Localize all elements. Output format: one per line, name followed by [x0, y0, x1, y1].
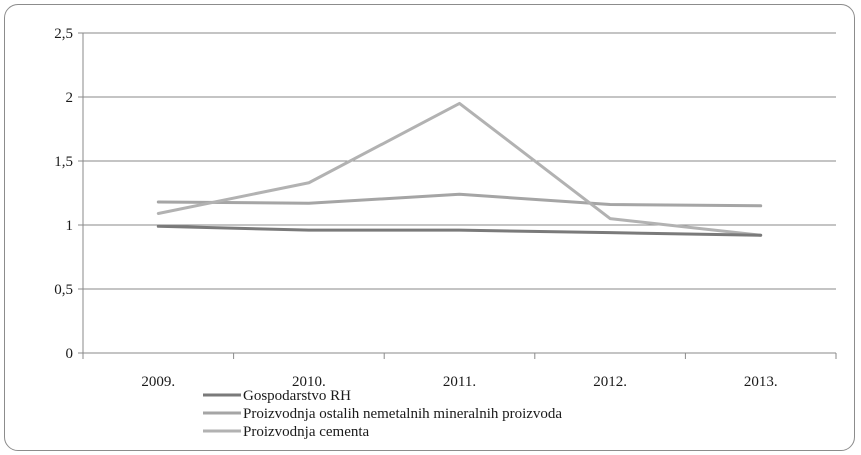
legend-label: Gospodarstvo RH [243, 388, 351, 404]
y-tick-label: 2 [66, 90, 74, 106]
series-line-2 [156, 101, 763, 237]
x-tick-label: 2009. [141, 374, 175, 390]
series-line-1 [156, 192, 763, 208]
x-tick-label: 2013. [744, 374, 778, 390]
series-line-0 [156, 224, 763, 237]
x-tick-label: 2010. [292, 374, 326, 390]
y-tick-label: 0 [66, 346, 74, 362]
series-lines [156, 101, 763, 237]
y-tick-label: 1 [66, 218, 74, 234]
x-tick-labels: 2009. 2010. 2011. 2012. 2013. [141, 374, 777, 390]
legend: Gospodarstvo RH Proizvodnja ostalih nemet… [203, 388, 562, 440]
axes [78, 32, 837, 359]
x-tick-label: 2011. [443, 374, 476, 390]
legend-label: Proizvodnja ostalih nemetalnih mineralni… [243, 406, 562, 422]
y-tick-label: 1,5 [54, 154, 73, 170]
legend-label: Proizvodnja cementa [243, 424, 370, 440]
y-tick-labels: 0 0,5 1 1,5 2 2,5 [54, 26, 73, 362]
chart-frame [4, 4, 855, 451]
gridlines [83, 32, 836, 290]
y-tick-label: 2,5 [54, 26, 73, 42]
y-tick-label: 0,5 [54, 282, 73, 298]
x-tick-label: 2012. [593, 374, 627, 390]
